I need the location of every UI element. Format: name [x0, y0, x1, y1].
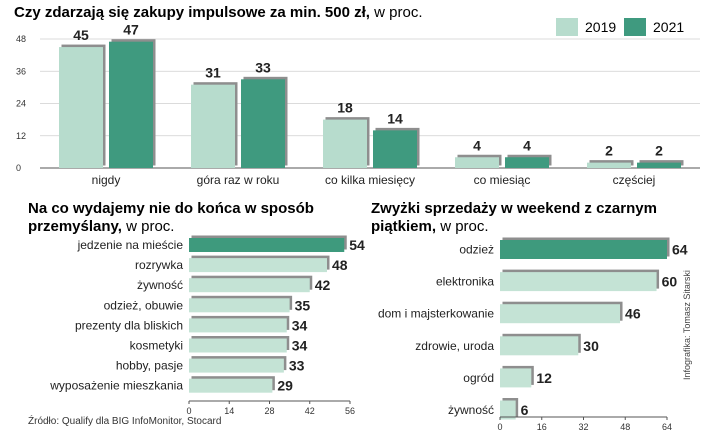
- hbar-value-label: 35: [295, 297, 311, 313]
- chart1-bar-2019: [587, 162, 631, 168]
- hbar-category-label: kosmetyki: [130, 339, 183, 353]
- source-note: Źródło: Qualify dla BIG InfoMonitor, Sto…: [28, 414, 221, 427]
- chart1-bar-value-label: 4: [523, 137, 531, 153]
- hbar-category-label: zdrowie, uroda: [415, 339, 494, 353]
- chart1-legend: 2019 2021: [556, 18, 684, 36]
- hbar-bar: [189, 358, 284, 373]
- legend-label-2019: 2019: [585, 19, 616, 35]
- hbar-category-label: odzież, obuwie: [104, 298, 184, 312]
- hbar-value-label: 34: [292, 338, 308, 354]
- hbar-bar: [189, 318, 287, 333]
- chart1-category-label: nigdy: [92, 173, 121, 187]
- chart1-bar-2019: [455, 157, 499, 168]
- hbar-bar: [189, 278, 310, 293]
- chart2-title-line1: Na co wydajemy nie do końca w sposób: [28, 200, 314, 217]
- chart1-y-tick-label: 36: [16, 66, 26, 76]
- chart1-bar-2019: [323, 119, 367, 168]
- hbar-value-label: 54: [349, 237, 365, 253]
- hbar-bar: [189, 338, 287, 353]
- chart1-y-tick-label: 12: [16, 131, 26, 141]
- hbar-x-tick-label: 28: [264, 406, 274, 416]
- hbar-value-label: 60: [662, 274, 678, 290]
- hbar-category-label: żywność: [137, 278, 183, 292]
- hbar-category-label: elektronika: [436, 275, 494, 289]
- hbar-value-label: 34: [292, 317, 308, 333]
- hbar-bar: [189, 298, 290, 313]
- hbar-value-label: 30: [583, 338, 599, 354]
- chart1-bar-value-label: 2: [605, 143, 613, 159]
- hbar-x-tick-label: 56: [345, 406, 355, 416]
- chart1-bar-2021: [505, 157, 549, 168]
- chart1-bar-2019: [59, 47, 103, 168]
- chart3-title-line1: Zwyżki sprzedaży w weekend z czarnym: [371, 200, 657, 217]
- chart2-plot: 54 jedzenie na mieście 48 rozrywka 42 żywność…: [49, 235, 365, 416]
- hbar-x-tick-label: 16: [537, 422, 547, 430]
- chart1-category-label: co miesiąc: [474, 173, 531, 187]
- hbar-x-tick-label: 0: [497, 422, 502, 430]
- chart1-bar-2021: [109, 41, 153, 168]
- hbar-bar: [189, 238, 345, 252]
- chart1-title: Czy zdarzają się zakupy impulsowe za min…: [14, 4, 423, 21]
- hbar-value-label: 42: [315, 277, 331, 293]
- chart1-bar-value-label: 4: [473, 137, 481, 153]
- hbar-x-tick-label: 64: [662, 422, 672, 430]
- hbar-category-label: ogród: [463, 371, 494, 385]
- chart1-category-label: co kilka miesięcy: [325, 173, 415, 187]
- hbar-category-label: żywność: [448, 403, 494, 417]
- chart1-category-label: częściej: [613, 173, 656, 187]
- hbar-value-label: 6: [521, 402, 529, 418]
- chart1-y-tick-label: 0: [16, 163, 21, 173]
- hbar-x-tick-label: 14: [224, 406, 234, 416]
- chart1-bar-value-label: 33: [255, 59, 271, 75]
- chart1-bar-value-label: 47: [123, 22, 139, 38]
- chart1-y-tick-label: 48: [16, 34, 26, 44]
- hbar-value-label: 33: [289, 358, 305, 374]
- chart1-bar-2019: [191, 84, 235, 168]
- chart1-bar-value-label: 18: [337, 100, 353, 116]
- hbar-bar: [500, 304, 621, 324]
- credit-note: Infografika: Tomasz Sitarski: [682, 270, 692, 380]
- hbar-x-tick-label: 0: [186, 406, 191, 416]
- chart1-bar-value-label: 14: [387, 110, 403, 126]
- chart1-bar-value-label: 2: [655, 143, 663, 159]
- legend-label-2021: 2021: [653, 19, 684, 35]
- hbar-value-label: 48: [332, 257, 348, 273]
- hbar-category-label: dom i majsterkowanie: [378, 307, 494, 321]
- hbar-value-label: 12: [536, 370, 552, 386]
- hbar-category-label: wyposażenie mieszkania: [49, 379, 183, 393]
- legend-swatch-2019: [556, 18, 578, 36]
- chart1-bar-value-label: 45: [73, 27, 89, 43]
- hbar-x-tick-label: 32: [578, 422, 588, 430]
- legend-swatch-2021: [624, 18, 646, 36]
- chart1-bar-2021: [373, 130, 417, 168]
- chart2-title-line2: przemyślany, w proc.: [28, 218, 174, 235]
- chart1-bar-2021: [637, 162, 681, 168]
- hbar-x-tick-label: 48: [620, 422, 630, 430]
- chart1-bar-value-label: 31: [205, 65, 221, 81]
- hbar-bar: [500, 368, 532, 388]
- hbar-bar: [189, 258, 327, 273]
- hbar-bar: [500, 272, 657, 292]
- hbar-value-label: 64: [672, 242, 688, 258]
- hbar-category-label: hobby, pasje: [116, 359, 183, 373]
- hbar-bar: [500, 336, 579, 356]
- hbar-bar: [500, 240, 667, 259]
- hbar-value-label: 29: [277, 378, 293, 394]
- chart1-category-label: góra raz w roku: [197, 173, 280, 187]
- hbar-bar: [189, 378, 273, 393]
- hbar-category-label: prezenty dla bliskich: [75, 318, 183, 332]
- hbar-value-label: 46: [625, 306, 641, 322]
- hbar-bar: [500, 400, 516, 420]
- hbar-x-tick-label: 42: [305, 406, 315, 416]
- hbar-category-label: rozrywka: [135, 258, 183, 272]
- hbar-category-label: odzież: [459, 243, 494, 257]
- chart1-bar-2021: [241, 79, 285, 168]
- hbar-category-label: jedzenie na mieście: [77, 238, 184, 252]
- chart1-y-tick-label: 24: [16, 99, 26, 109]
- chart3-title-line2: piątkiem, w proc.: [371, 218, 489, 235]
